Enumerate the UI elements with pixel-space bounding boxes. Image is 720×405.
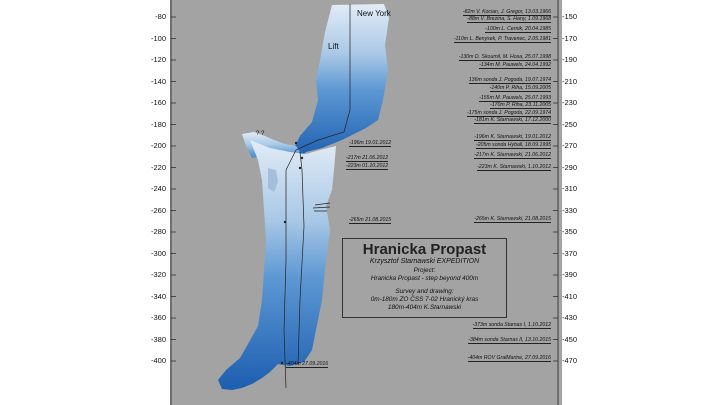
right-axis-tick-label: -330 (562, 205, 578, 215)
right-axis-tick-label: -270 (562, 141, 578, 150)
title-box: Hranicka Propast Krzysztof Starnawski EX… (342, 238, 507, 318)
right-axis-tick-label: -290 (562, 162, 578, 172)
left-axis-tick-label: -320 (150, 270, 166, 279)
label-new-york: New York (357, 9, 391, 18)
right-note: -404m ROV GralMarine, 27.09.2016 (467, 355, 551, 362)
label-lift: Lift (328, 42, 339, 51)
right-note: -373m sonda Starnas I, 1.10.2012 (472, 322, 551, 329)
left-axis-tick-label: -360 (150, 313, 166, 322)
right-note: -130m D. Skoumil, M. Hosa, 25.07.1998 (458, 54, 551, 61)
right-axis-tick-label: -170 (562, 33, 578, 43)
expedition-name: Krzysztof Starnawski EXPEDITION (369, 258, 480, 265)
left-axis-tick-label: -340 (150, 291, 166, 301)
right-note: -384m sonda Starnas II, 13.10.2015 (468, 337, 551, 344)
left-axis-tick-label: -260 (150, 205, 166, 215)
survey-line-2: 180m-404m K.Starnawski (387, 304, 462, 311)
cave-upper-shaft (293, 4, 389, 160)
left-axis-tick-label: -80 (155, 12, 166, 21)
inner-note: -404m 27.09.2016 (286, 361, 329, 368)
left-axis-tick-label: -120 (150, 55, 166, 64)
right-note: -181m K. Starnawski, 17.12.2000 (474, 117, 551, 124)
right-note: -134m M. Pauwels, 24.04.1992 (479, 62, 551, 69)
right-axis-tick-label: -210 (562, 76, 578, 86)
left-axis-tick-label: -180 (150, 119, 166, 129)
left-axis-tick-label: -140 (150, 76, 166, 86)
survey-line-1: 0m-180m ZO ČSS 7-02 Hranický kras (370, 296, 479, 303)
right-axis-tick-label: -450 (562, 334, 578, 344)
project-heading: Project: (413, 267, 436, 274)
cave-survey-line (283, 4, 351, 389)
right-axis-tick-label: -370 (562, 248, 578, 258)
diagram-title: Hranicka Propast (362, 241, 487, 258)
right-note: -265m K. Starnawski, 21.08.2015 (474, 216, 551, 223)
right-axis-tick-label: -390 (562, 270, 578, 279)
cave-side-pocket (268, 168, 278, 192)
cave-deep-body (218, 140, 336, 390)
right-axis-tick-label: -470 (562, 356, 578, 365)
left-axis-tick-label: -380 (150, 334, 166, 344)
right-note: -88m V. Brezina, S. Hany, 1.09.1968 (467, 16, 551, 23)
survey-heading: Survey and drawing: (395, 288, 454, 295)
inner-note: -196m 19.01.2012 (349, 140, 392, 147)
right-note: -100m L. Cernik, 20.04.1985 (485, 26, 551, 33)
right-note: -82m V. Kocian, J. Gregor, 13.03.1966 (462, 9, 551, 16)
right-note: -110m L. Benysek, P. Travenec, 2.05.1981 (453, 36, 551, 43)
inner-note: -217m 21.06.2012 (346, 155, 389, 162)
project-text: Hranicka Propast - step beyond 400m (370, 275, 479, 282)
right-axis-tick-label: -250 (562, 119, 578, 129)
cave-ledge (312, 202, 331, 212)
left-axis-tick-label: -220 (150, 162, 166, 172)
left-axis-tick-label: -200 (150, 141, 166, 150)
right-axis-tick-label: -190 (562, 55, 578, 64)
right-axis-tick-label: -230 (562, 98, 578, 107)
left-axis-tick-label: -300 (150, 248, 166, 258)
left-axis-tick-label: -280 (150, 227, 166, 236)
right-axis-tick-label: -310 (562, 184, 578, 193)
right-note: -155m M. Pauwels, 25.07.1993 (479, 95, 551, 102)
label-question-marks: ? ? (256, 131, 265, 137)
right-note: -223m K. Starnawski, 1.10.2012 (477, 164, 551, 171)
depth-markers (280, 141, 304, 365)
right-note: 136m sonda J. Pogoda, 19.07.1974 (468, 77, 551, 84)
right-axis-tick-label: -350 (562, 227, 578, 236)
left-axis-tick-label: -240 (150, 184, 166, 193)
cave-survey-line-2 (297, 151, 305, 366)
right-note: -196m K. Starnawski, 19.01.2012 (474, 134, 551, 141)
right-note: -217m K. Starnawski, 21.06.2012 (474, 152, 551, 159)
left-axis-tick-label: -100 (150, 33, 166, 43)
inner-note: -223m 01.10.2012 (346, 163, 389, 170)
right-note: -140m P. Riha, 15.09.2005 (489, 85, 551, 92)
right-axis-tick-label: -430 (562, 313, 578, 322)
right-note: -205m sonda Hyball, 18.09.1995 (476, 142, 551, 149)
inner-note: -265m 21.08.2015 (349, 217, 392, 224)
left-axis-tick-label: -160 (150, 98, 166, 107)
left-axis-tick-label: -400 (150, 356, 166, 365)
right-note: -175m sonda J. Pogoda, 22.09.1974 (467, 110, 551, 117)
right-note: -170m P. Riha, 23.11.2005 (490, 102, 551, 109)
right-axis-tick-label: -410 (562, 291, 578, 301)
right-axis-tick-label: -150 (562, 12, 578, 21)
axis-ticks (171, 16, 558, 362)
